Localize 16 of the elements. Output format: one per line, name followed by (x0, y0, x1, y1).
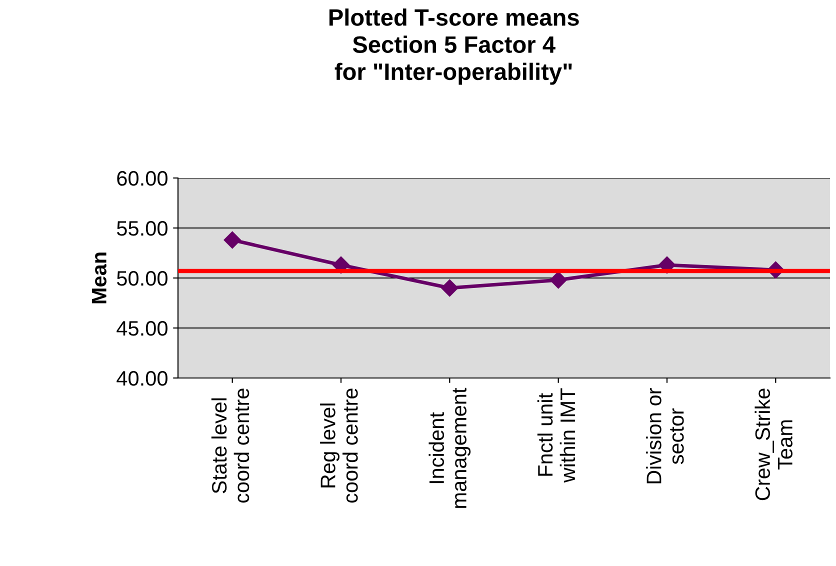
x-tick-label: Incident management (428, 388, 471, 508)
point (550, 271, 567, 289)
y-tick-label: 60.00 (117, 171, 168, 186)
point (441, 279, 458, 297)
y-tick-label: 45.00 (116, 321, 168, 336)
x-tick-label: Division or sector (646, 388, 684, 484)
point (224, 231, 241, 249)
x-tick-label: State level coord centre (211, 388, 250, 503)
y-tick-label: 40.00 (116, 371, 168, 386)
x-tick-label: Crew_Strike Team (754, 388, 792, 500)
chart-title: Plotted T-score means Section 5 Factor 4 for "Inter-operability" (329, 8, 579, 85)
y-axis-title: Mean (92, 252, 106, 304)
x-tick-label: Fnctl unit within IMT (537, 388, 576, 483)
x-tick-label: Reg level coord centre (320, 388, 358, 503)
y-tick-label: 50.00 (116, 271, 168, 286)
y-tick-label: 55.00 (116, 221, 168, 236)
